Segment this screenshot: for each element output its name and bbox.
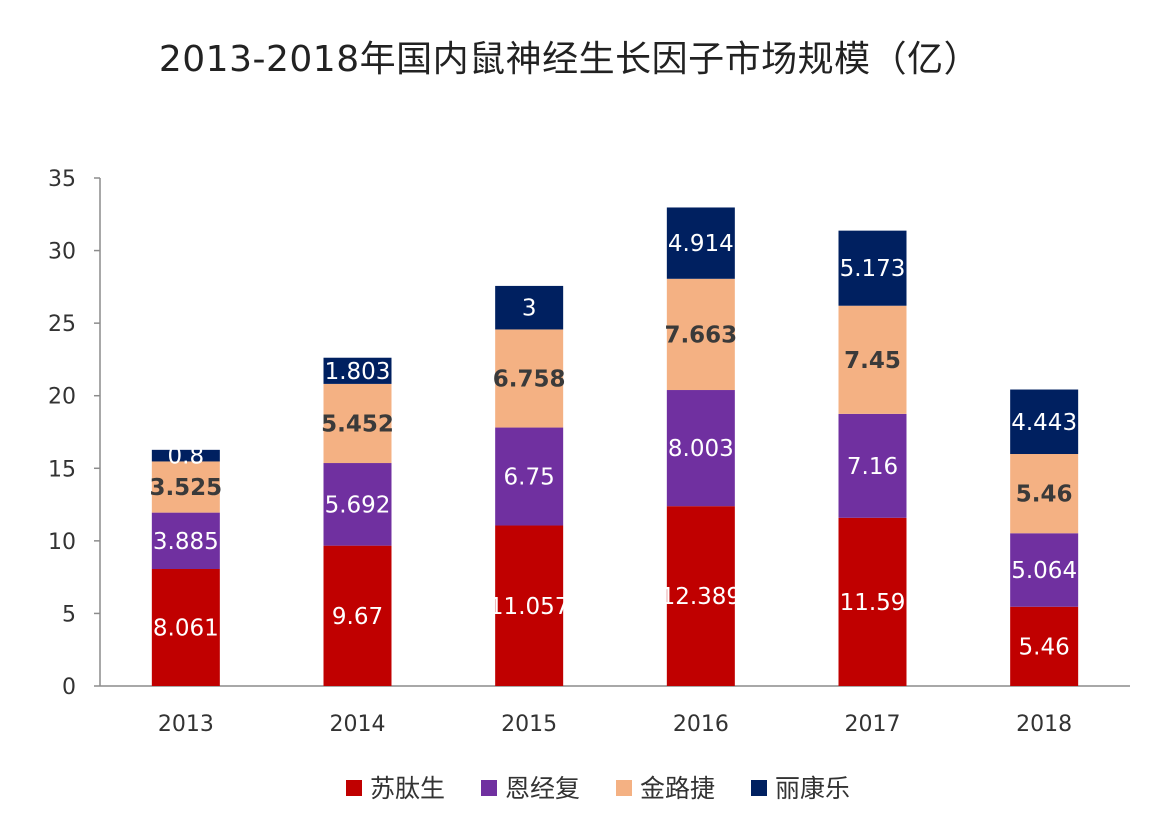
bar-segment xyxy=(1010,389,1079,455)
legend-label: 恩经复 xyxy=(505,774,580,803)
data-label: 5.452 xyxy=(321,411,394,437)
bar-segment xyxy=(323,383,392,464)
y-tick-label: 20 xyxy=(48,385,76,410)
data-label: 11.057 xyxy=(489,594,569,620)
bar-segment xyxy=(495,329,564,428)
bar-segment xyxy=(838,230,907,306)
bar-segment xyxy=(838,517,907,686)
data-label: 5.692 xyxy=(325,492,391,518)
data-label: 7.45 xyxy=(844,348,901,374)
x-tick-label: 2018 xyxy=(1016,712,1072,737)
y-tick-label: 25 xyxy=(48,312,76,337)
bar-segment xyxy=(323,545,392,686)
bar-segment xyxy=(151,512,220,570)
data-label: 5.46 xyxy=(1016,482,1073,508)
bar-segment xyxy=(151,461,220,513)
data-label: 6.758 xyxy=(493,367,566,393)
bar-segment xyxy=(666,207,735,279)
bar-segment xyxy=(666,506,735,686)
bar-segment xyxy=(838,305,907,414)
data-label: 6.75 xyxy=(504,465,555,491)
bar-segment xyxy=(666,278,735,391)
data-label: 8.003 xyxy=(668,436,734,462)
chart-title: 2013-2018年国内鼠神经生长因子市场规模（亿） xyxy=(158,39,981,80)
data-label: 3.885 xyxy=(153,529,219,555)
legend-swatch xyxy=(751,780,767,796)
data-label: 5.46 xyxy=(1019,634,1070,660)
data-label: 1.803 xyxy=(325,359,391,385)
x-tick-label: 2013 xyxy=(158,712,214,737)
data-label: 3.525 xyxy=(149,475,222,501)
data-label: 0.8 xyxy=(168,444,205,470)
x-tick-label: 2014 xyxy=(330,712,386,737)
legend-label: 丽康乐 xyxy=(775,774,850,803)
data-label: 4.914 xyxy=(668,231,734,257)
bar-segment xyxy=(1010,454,1079,534)
bar-segment xyxy=(838,413,907,518)
legend-label: 苏肽生 xyxy=(370,774,445,803)
x-tick-label: 2017 xyxy=(845,712,901,737)
bar-segment xyxy=(151,449,220,462)
y-tick-label: 5 xyxy=(62,602,76,627)
x-tick-label: 2016 xyxy=(673,712,729,737)
chart-axes: 0 5 10 15 20 25 30 35 2013 2014 2015 2016 2017 2018 xyxy=(48,167,1130,737)
legend-swatch xyxy=(346,780,362,796)
data-label: 9.67 xyxy=(332,604,383,630)
bar-segment xyxy=(151,569,220,686)
y-tick-label: 30 xyxy=(48,240,76,265)
y-tick-label: 0 xyxy=(62,675,76,700)
chart-data-labels: 8.061 3.885 3.525 0.8 9.67 5.692 5.452 1.803 11.… xyxy=(149,231,1077,660)
data-label: 7.16 xyxy=(847,454,898,480)
data-label: 4.443 xyxy=(1011,410,1077,436)
legend-swatch xyxy=(616,780,632,796)
bar-segment xyxy=(1010,533,1079,607)
legend-label: 金路捷 xyxy=(640,774,715,803)
bar-segment xyxy=(495,285,564,330)
bar-segment xyxy=(666,390,735,507)
x-tick-label: 2015 xyxy=(501,712,557,737)
data-label: 8.061 xyxy=(153,616,219,642)
bar-segment xyxy=(495,525,564,686)
data-label: 5.173 xyxy=(840,256,906,282)
y-tick-label: 10 xyxy=(48,530,76,555)
y-tick-label: 35 xyxy=(48,167,76,192)
chart-legend: 苏肽生 恩经复 金路捷 丽康乐 xyxy=(346,774,850,803)
data-label: 7.663 xyxy=(664,322,737,348)
legend-swatch xyxy=(481,780,497,796)
chart-bars xyxy=(151,207,1079,686)
bar-segment xyxy=(323,463,392,546)
bar-segment xyxy=(495,427,564,526)
y-tick-label: 15 xyxy=(48,457,76,482)
bar-segment xyxy=(1010,606,1079,686)
data-label: 3 xyxy=(522,296,537,322)
data-label: 12.389 xyxy=(661,584,741,610)
data-label: 11.59 xyxy=(840,590,906,616)
data-label: 5.064 xyxy=(1011,558,1077,584)
bar-segment xyxy=(323,357,392,384)
